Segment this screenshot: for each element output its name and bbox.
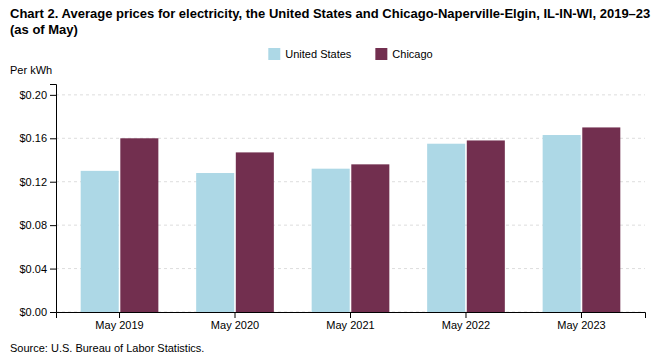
- y-tick-label: $0.00: [19, 306, 47, 318]
- title-line: Chart 2. Average prices for electricity,…: [10, 6, 650, 21]
- legend-item: United States: [268, 48, 352, 60]
- y-tick: $0.04: [19, 263, 56, 275]
- y-tick-label: $0.12: [19, 176, 47, 188]
- y-tick: $0.12: [19, 176, 56, 188]
- grid: [56, 95, 645, 312]
- chart: Chart 2. Average prices for electricity,…: [0, 0, 661, 360]
- series: [120, 127, 620, 312]
- x-tick-mark: [350, 312, 351, 318]
- legend-swatch: [375, 48, 387, 60]
- y-tick: $0.08: [19, 219, 56, 231]
- y-tick: $0.16: [19, 132, 56, 144]
- bars: [81, 127, 621, 312]
- y-tick: $0.20: [19, 89, 56, 101]
- bar: [236, 152, 274, 312]
- bar: [467, 140, 505, 312]
- x-axis-line: [57, 313, 646, 319]
- legend-label: United States: [285, 48, 352, 60]
- x-axis: May 2019 May 2020 May 2021 May 2022 May 2023: [57, 312, 646, 331]
- series: [81, 135, 581, 312]
- y-tick: $0.00: [19, 306, 56, 318]
- y-tick-label: $0.20: [19, 89, 47, 101]
- y-axis-line: [50, 85, 57, 313]
- y-axis-title: Per kWh: [10, 64, 52, 76]
- x-tick-label: May 2021: [326, 319, 374, 331]
- bar: [196, 173, 234, 312]
- legend-label: Chicago: [392, 48, 432, 60]
- bar: [81, 171, 119, 312]
- x-tick: May 2022: [442, 312, 490, 331]
- x-tick-label: May 2022: [442, 319, 490, 331]
- y-tick-mark: [50, 225, 56, 226]
- y-tick-label: $0.16: [19, 132, 47, 144]
- bar: [351, 164, 389, 312]
- bar: [543, 135, 581, 312]
- bar: [120, 138, 158, 312]
- x-tick-mark: [235, 312, 236, 318]
- y-tick-mark: [50, 95, 56, 96]
- grid-line: [56, 94, 645, 95]
- x-tick-label: May 2023: [557, 319, 605, 331]
- legend-item: Chicago: [375, 48, 432, 60]
- y-tick-mark: [50, 182, 56, 183]
- y-tick-label: $0.08: [19, 219, 47, 231]
- plot: $0.00$0.04$0.08$0.12$0.16$0.20May 2019Ma…: [19, 85, 645, 331]
- x-tick-label: May 2020: [211, 319, 259, 331]
- bar: [582, 127, 620, 312]
- x-tick: May 2020: [211, 312, 259, 331]
- x-tick: May 2023: [557, 312, 605, 331]
- x-tick-label: May 2019: [95, 319, 143, 331]
- title-line: (as of May): [10, 22, 78, 37]
- legend-swatch: [268, 48, 280, 60]
- bar: [312, 169, 350, 312]
- x-tick: May 2021: [326, 312, 374, 331]
- y-tick-label: $0.04: [19, 263, 47, 275]
- y-tick-mark: [50, 312, 56, 313]
- y-tick-mark: [50, 269, 56, 270]
- x-tick: May 2019: [95, 312, 143, 331]
- y-axis: $0.00 $0.04 $0.08 $0.12 $0.16 $0.20: [19, 85, 56, 319]
- y-tick-mark: [50, 138, 56, 139]
- x-tick-mark: [581, 312, 582, 318]
- source: Source: U.S. Bureau of Labor Statistics.: [10, 342, 204, 354]
- x-tick-mark: [119, 312, 120, 318]
- bar: [427, 144, 465, 312]
- legend: United States Chicago: [268, 48, 432, 60]
- title: Chart 2. Average prices for electricity,…: [10, 6, 650, 37]
- x-tick-mark: [465, 312, 466, 318]
